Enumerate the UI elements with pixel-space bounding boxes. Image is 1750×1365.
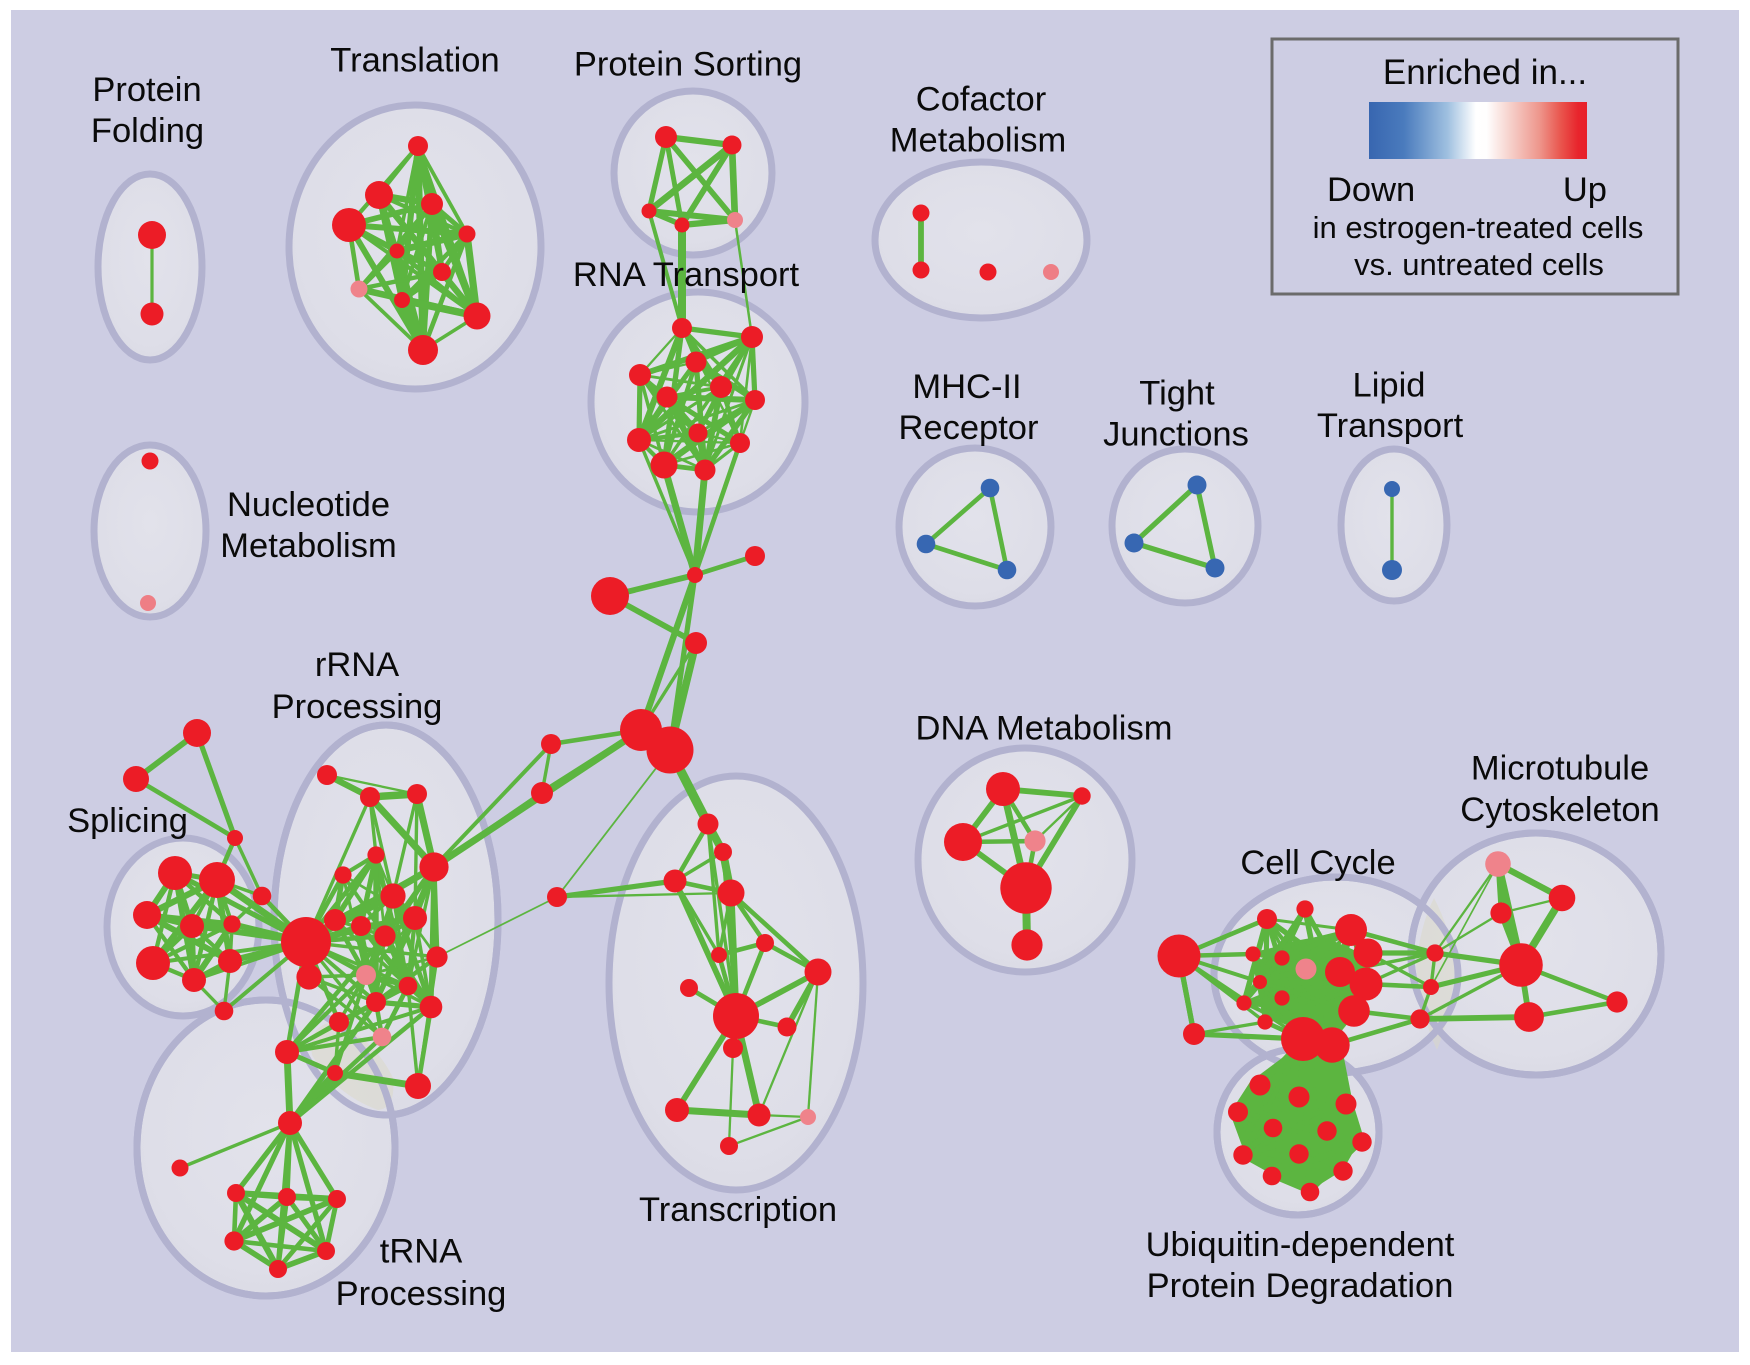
svg-text:MHC-II: MHC-II: [912, 368, 1021, 406]
svg-text:Transcription: Transcription: [639, 1191, 837, 1229]
svg-text:Receptor: Receptor: [899, 409, 1039, 447]
svg-text:Folding: Folding: [91, 112, 204, 150]
svg-text:Lipid: Lipid: [1353, 367, 1426, 405]
svg-text:Metabolism: Metabolism: [890, 122, 1066, 160]
svg-text:rRNA: rRNA: [315, 646, 399, 684]
svg-text:Processing: Processing: [272, 688, 443, 726]
svg-text:Junctions: Junctions: [1103, 416, 1249, 454]
svg-text:Cytoskeleton: Cytoskeleton: [1460, 791, 1659, 829]
svg-text:Processing: Processing: [336, 1275, 507, 1313]
svg-text:Splicing: Splicing: [67, 802, 188, 840]
svg-text:tRNA: tRNA: [380, 1233, 462, 1271]
svg-text:Tight: Tight: [1139, 375, 1215, 413]
svg-text:Protein: Protein: [92, 71, 201, 109]
svg-text:Cofactor: Cofactor: [916, 81, 1046, 119]
svg-text:Nucleotide: Nucleotide: [227, 486, 390, 524]
svg-text:Protein Degradation: Protein Degradation: [1147, 1267, 1454, 1305]
svg-text:Metabolism: Metabolism: [220, 527, 396, 565]
svg-text:Ubiquitin-dependent: Ubiquitin-dependent: [1146, 1226, 1455, 1264]
svg-text:Protein Sorting: Protein Sorting: [574, 46, 802, 84]
svg-text:Enriched in...: Enriched in...: [1383, 53, 1587, 92]
svg-text:RNA Transport: RNA Transport: [573, 256, 800, 294]
svg-text:vs. untreated cells: vs. untreated cells: [1354, 247, 1604, 282]
svg-text:Up: Up: [1563, 171, 1607, 209]
svg-text:Down: Down: [1327, 171, 1415, 209]
svg-text:DNA Metabolism: DNA Metabolism: [916, 710, 1173, 748]
svg-text:in estrogen-treated cells: in estrogen-treated cells: [1313, 210, 1644, 245]
svg-text:Microtubule: Microtubule: [1471, 750, 1649, 788]
svg-text:Cell Cycle: Cell Cycle: [1240, 844, 1395, 882]
svg-text:Transport: Transport: [1317, 407, 1464, 445]
svg-text:Translation: Translation: [330, 42, 499, 80]
